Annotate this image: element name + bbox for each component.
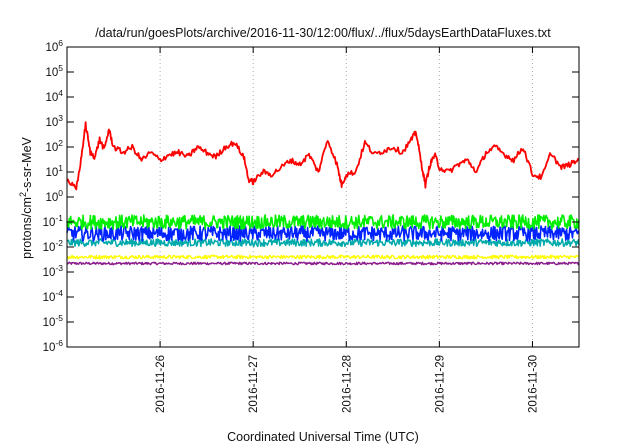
y-tick-label: 100: [45, 188, 63, 204]
y-tick-label: 103: [45, 113, 63, 129]
y-axis-label-post: -s-sr-MeV: [20, 136, 34, 192]
chart-title: /data/run/goesPlots/archive/2016-11-30/1…: [95, 26, 551, 40]
y-tick-label: 102: [45, 138, 63, 154]
x-tick-label: 2016-11-27: [248, 355, 260, 413]
x-tick-label: 2016-11-28: [341, 355, 353, 413]
y-tick-label: 10-6: [43, 338, 64, 354]
y-tick-label: 106: [45, 38, 63, 54]
y-tick-label: 10-4: [43, 288, 64, 304]
y-tick-label: 10-3: [43, 263, 64, 279]
plot-frame: [66, 46, 580, 348]
flux-series-band: [66, 254, 580, 260]
x-axis-label: Coordinated Universal Time (UTC): [227, 430, 419, 444]
x-tick-label: 2016-11-30: [527, 355, 539, 413]
y-axis-label-pre: protons/cm: [20, 197, 34, 259]
flux-series-band: [66, 214, 580, 230]
y-axis-label: protons/cm2-s-sr-MeV: [18, 136, 34, 258]
x-tick-label: 2016-11-29: [434, 355, 446, 413]
y-tick-label: 10-2: [43, 238, 64, 254]
y-tick-label: 10-5: [43, 313, 64, 329]
y-tick-label: 10-1: [43, 213, 64, 229]
flux-series-band: [66, 225, 580, 242]
ticks: 2016-11-26 2016-11-27 2016-11-28 2016-11-29…: [43, 38, 579, 413]
flux-series-line: [66, 121, 580, 191]
x-tick-label: 2016-11-26: [155, 355, 167, 413]
flux-series-band: [66, 238, 580, 248]
y-axis-label-sup: 2: [18, 192, 28, 197]
y-tick-label: 105: [45, 63, 63, 79]
y-tick-label: 104: [45, 88, 63, 104]
grid: [159, 47, 533, 347]
series-layer: [66, 121, 580, 266]
svg-text:protons/cm2-s-sr-MeV: protons/cm2-s-sr-MeV: [18, 136, 34, 258]
y-tick-label: 101: [45, 163, 63, 179]
flux-series-band: [66, 261, 579, 266]
